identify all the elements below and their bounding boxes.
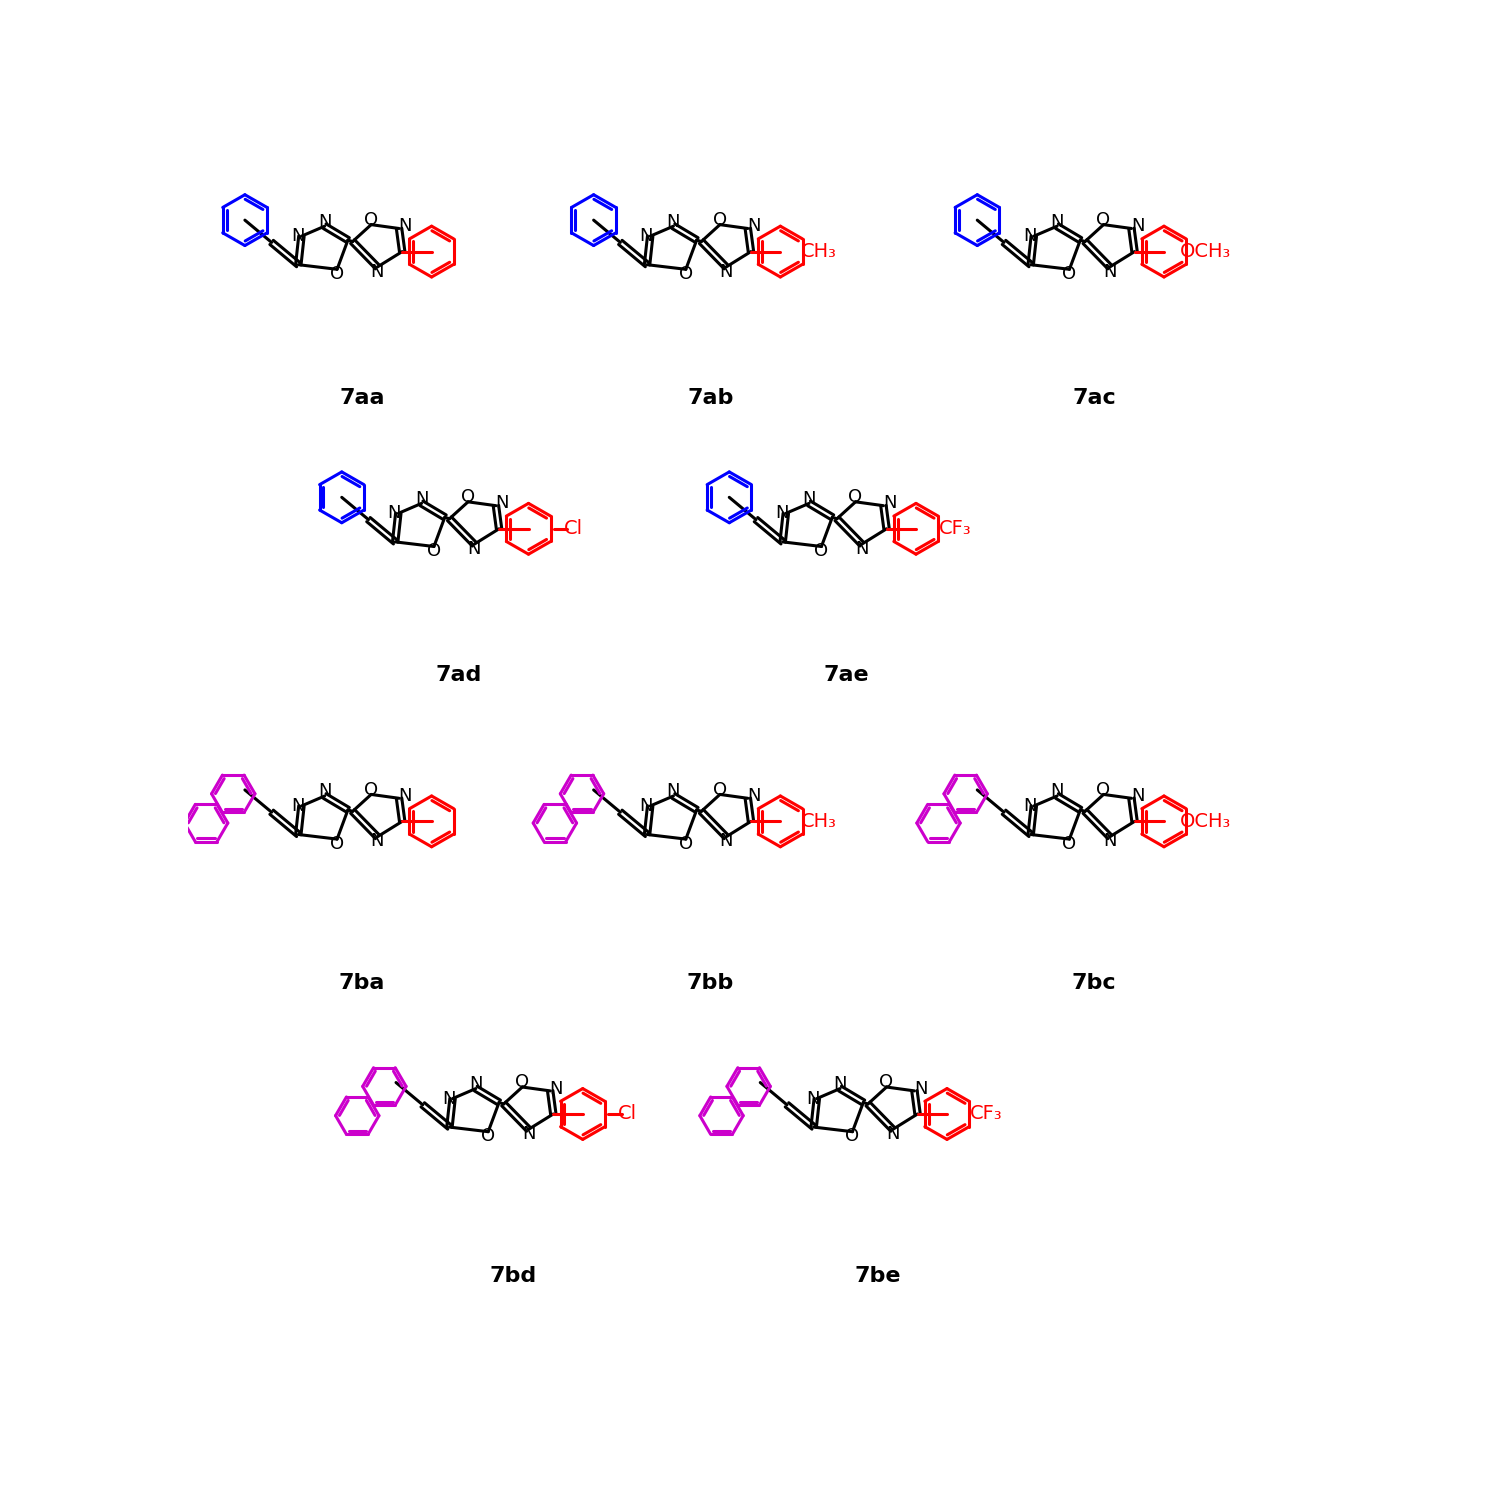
Text: CH₃: CH₃: [801, 812, 837, 831]
Text: O: O: [1062, 265, 1077, 283]
Text: N: N: [1050, 782, 1064, 800]
Text: OCH₃: OCH₃: [1179, 242, 1230, 262]
Text: N: N: [495, 494, 508, 513]
Text: N: N: [522, 1126, 536, 1144]
Text: N: N: [886, 1126, 900, 1144]
Text: 7ab: 7ab: [687, 388, 734, 407]
Text: N: N: [884, 494, 897, 513]
Text: O: O: [364, 781, 378, 799]
Text: O: O: [680, 265, 693, 283]
Text: OCH₃: OCH₃: [1179, 812, 1230, 831]
Text: N: N: [747, 217, 760, 235]
Text: N: N: [291, 228, 304, 245]
Text: N: N: [1050, 213, 1064, 230]
Text: Cl: Cl: [564, 519, 584, 538]
Text: O: O: [427, 543, 441, 561]
Text: N: N: [468, 540, 482, 558]
Text: 7ba: 7ba: [339, 972, 386, 993]
Text: N: N: [1023, 797, 1036, 815]
Text: N: N: [639, 228, 652, 245]
Text: O: O: [330, 265, 344, 283]
Text: N: N: [1102, 263, 1116, 281]
Text: O: O: [1096, 781, 1110, 799]
Text: O: O: [460, 488, 476, 506]
Text: N: N: [1131, 217, 1144, 235]
Text: N: N: [834, 1075, 848, 1093]
Text: N: N: [549, 1080, 562, 1097]
Text: N: N: [291, 797, 304, 815]
Text: N: N: [470, 1075, 483, 1093]
Text: Cl: Cl: [618, 1105, 638, 1124]
Text: CF₃: CF₃: [970, 1105, 1004, 1124]
Text: O: O: [514, 1074, 529, 1091]
Text: N: N: [639, 797, 652, 815]
Text: N: N: [802, 489, 816, 507]
Text: 7ae: 7ae: [824, 665, 868, 686]
Text: O: O: [879, 1074, 894, 1091]
Text: N: N: [720, 263, 734, 281]
Text: N: N: [370, 833, 384, 851]
Text: 7be: 7be: [853, 1265, 900, 1286]
Text: O: O: [712, 781, 728, 799]
Text: N: N: [416, 489, 429, 507]
Text: O: O: [815, 543, 828, 561]
Text: N: N: [370, 263, 384, 281]
Text: N: N: [399, 787, 412, 804]
Text: O: O: [680, 834, 693, 852]
Text: O: O: [364, 211, 378, 229]
Text: N: N: [666, 213, 680, 230]
Text: O: O: [330, 834, 344, 852]
Text: N: N: [318, 213, 332, 230]
Text: 7aa: 7aa: [339, 388, 384, 407]
Text: N: N: [1102, 833, 1116, 851]
Text: O: O: [849, 488, 862, 506]
Text: CH₃: CH₃: [801, 242, 837, 262]
Text: O: O: [1062, 834, 1077, 852]
Text: 7bd: 7bd: [489, 1265, 537, 1286]
Text: N: N: [747, 787, 760, 804]
Text: 7bb: 7bb: [687, 972, 735, 993]
Text: N: N: [387, 504, 400, 522]
Text: N: N: [806, 1090, 819, 1108]
Text: N: N: [776, 504, 789, 522]
Text: N: N: [720, 833, 734, 851]
Text: O: O: [712, 211, 728, 229]
Text: 7ac: 7ac: [1072, 388, 1116, 407]
Text: N: N: [1023, 228, 1036, 245]
Text: N: N: [855, 540, 868, 558]
Text: CF₃: CF₃: [939, 519, 972, 538]
Text: N: N: [666, 782, 680, 800]
Text: N: N: [1131, 787, 1144, 804]
Text: N: N: [399, 217, 412, 235]
Text: 7ad: 7ad: [435, 665, 482, 686]
Text: 7bc: 7bc: [1072, 972, 1116, 993]
Text: O: O: [846, 1127, 859, 1145]
Text: O: O: [1096, 211, 1110, 229]
Text: N: N: [914, 1080, 927, 1097]
Text: N: N: [442, 1090, 456, 1108]
Text: N: N: [318, 782, 332, 800]
Text: O: O: [482, 1127, 495, 1145]
